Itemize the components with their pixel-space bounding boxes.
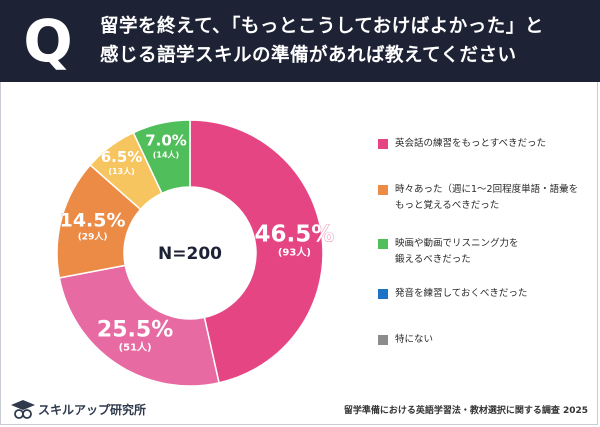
legend-swatch: [378, 289, 388, 299]
survey-source: 留学準備における英語学習法・教材選択に関する調査 2025: [343, 406, 588, 416]
slice-percent-label: 6.5%: [101, 148, 143, 166]
legend-swatch: [378, 335, 388, 345]
slice-count-label: (13人): [108, 166, 134, 176]
legend-swatch: [378, 139, 388, 149]
donut-chart: 46.5%(93人) 25.5%(51人) 14.5%(29人) 6.5%(13人) 7…: [56, 119, 335, 387]
legend-label: 特にない: [395, 334, 434, 345]
legend-label: 映画や動画でリスニング力を 鍛えるべきだった: [395, 238, 519, 265]
donut-chart-area: 46.5% (93人) 25.5% (51人) 14.5% (29人) 6.5% (13人) 7…: [0, 82, 600, 392]
donut-slice: [132, 119, 191, 195]
slice-count-label: (51人): [119, 341, 152, 354]
brand-name: スキルアップ研究所: [38, 403, 147, 417]
q-label: Q: [23, 7, 73, 75]
legend-swatch: [378, 239, 388, 249]
question-header: Q 留学を終えて、「もっとこうしておけばよかった」と 感じる語学スキルの準備があ…: [0, 0, 600, 82]
question-line-2: 感じる語学スキルの準備があれば教えてください: [100, 45, 517, 66]
slice-percent-label: 46.5%: [254, 221, 334, 247]
legend-swatch: [378, 185, 388, 195]
slice-count-label: (93人): [278, 245, 311, 258]
slice-percent-label: 25.5%: [97, 318, 173, 343]
slice-percent-label: 7.0%: [145, 132, 187, 150]
slice-percent-label: 14.5%: [60, 209, 126, 231]
legend-label: 英会話の練習をもっとすべきだった: [395, 138, 547, 149]
slice-count-label: (29人): [78, 230, 108, 242]
question-line-1: 留学を終えて、「もっとこうしておけばよかった」と: [100, 16, 544, 37]
graduation-cap-icon: [11, 400, 35, 419]
center-total-label: N=200: [158, 244, 222, 264]
donut-slice: [58, 264, 220, 387]
slice-count-label: (14人): [153, 150, 179, 160]
legend-label: 時々あった（週に1〜2回程度単語・語彙を もっと覚えるべきだった: [395, 184, 579, 211]
question-text: 留学を終えて、「もっとこうしておけばよかった」と 感じる語学スキルの準備があれば…: [100, 12, 590, 70]
donut-slice: [189, 119, 324, 384]
legend-label: 発音を練習しておくべきだった: [395, 288, 528, 299]
